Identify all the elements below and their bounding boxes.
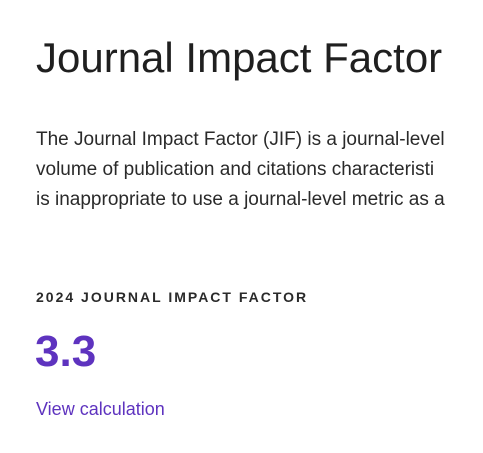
description-line-1: The Journal Impact Factor (JIF) is a jou…: [36, 129, 445, 150]
metric-label: 2024 JOURNAL IMPACT FACTOR: [36, 289, 309, 305]
description-line-2: volume of publication and citations char…: [36, 159, 435, 180]
page-title: Journal Impact Factor: [36, 34, 443, 81]
metric-value: 3.3: [35, 327, 97, 376]
jif-description: The Journal Impact Factor (JIF) is a jou…: [36, 125, 483, 215]
description-line-3: is inappropriate to use a journal-level …: [36, 189, 445, 210]
view-calculation-link[interactable]: View calculation: [36, 399, 165, 419]
